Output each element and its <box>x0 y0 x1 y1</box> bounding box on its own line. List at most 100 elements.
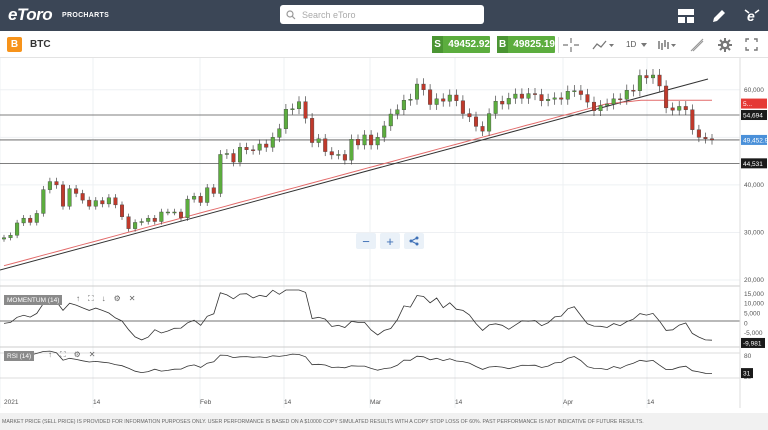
momentum-label[interactable]: MOMENTUM (14) <box>4 295 63 305</box>
drawing-tools-icon[interactable] <box>690 37 704 52</box>
candle[interactable] <box>637 75 642 91</box>
interval-select[interactable]: 1D <box>626 37 648 52</box>
buy-button[interactable]: B 49825.19 <box>497 36 555 53</box>
layout-icon[interactable] <box>676 6 696 26</box>
candle[interactable] <box>296 101 302 110</box>
candle[interactable] <box>119 204 125 217</box>
close-icon[interactable]: ✕ <box>128 294 136 303</box>
candle[interactable] <box>342 154 347 161</box>
trendline[interactable] <box>0 78 709 271</box>
candle[interactable] <box>546 99 551 101</box>
candle[interactable] <box>264 143 269 148</box>
candle[interactable] <box>585 94 590 103</box>
expand-icon[interactable]: ⛶ <box>60 350 66 359</box>
candle[interactable] <box>408 99 413 101</box>
candle[interactable] <box>205 187 210 203</box>
candle[interactable] <box>414 83 420 100</box>
candle[interactable] <box>74 188 79 194</box>
candle[interactable] <box>172 211 177 214</box>
candle[interactable] <box>401 100 406 110</box>
candle[interactable] <box>506 98 511 105</box>
candle[interactable] <box>473 116 479 127</box>
candle[interactable] <box>532 93 538 95</box>
candle[interactable] <box>395 109 400 115</box>
candle[interactable] <box>178 211 184 218</box>
candle[interactable] <box>631 90 636 92</box>
candle[interactable] <box>323 138 328 152</box>
candle[interactable] <box>159 211 164 222</box>
candle[interactable] <box>211 187 216 194</box>
candle[interactable] <box>421 83 426 90</box>
candle[interactable] <box>185 198 190 218</box>
candle[interactable] <box>369 134 374 146</box>
candle[interactable] <box>565 91 570 100</box>
candle[interactable] <box>500 100 505 105</box>
candle[interactable] <box>690 109 695 130</box>
candle[interactable] <box>146 217 151 222</box>
candle[interactable] <box>60 184 66 207</box>
candle[interactable] <box>460 100 465 114</box>
candle[interactable] <box>677 106 682 111</box>
arrow-down-icon[interactable]: ↓ <box>101 294 106 303</box>
candle[interactable] <box>644 75 649 79</box>
candle[interactable] <box>139 221 144 223</box>
zoom-out-button[interactable]: − <box>356 233 376 249</box>
candle[interactable] <box>388 113 393 127</box>
candle[interactable] <box>605 103 610 106</box>
candle[interactable] <box>382 125 387 138</box>
candle[interactable] <box>106 197 111 205</box>
candle[interactable] <box>650 74 656 79</box>
candle[interactable] <box>480 126 485 132</box>
candle[interactable] <box>224 153 229 155</box>
candle[interactable] <box>152 217 157 222</box>
search-input[interactable]: Search eToro <box>280 5 484 24</box>
candle[interactable] <box>8 235 13 238</box>
candle[interactable] <box>316 138 321 143</box>
gear-icon[interactable] <box>718 37 732 52</box>
candle[interactable] <box>454 94 459 101</box>
expand-icon[interactable]: ⛶ <box>88 294 94 303</box>
candle[interactable] <box>237 147 243 163</box>
candle[interactable] <box>696 129 701 138</box>
candle[interactable] <box>244 147 249 150</box>
crosshair-icon[interactable] <box>563 37 579 52</box>
candle[interactable] <box>591 101 597 111</box>
candle[interactable] <box>87 199 92 207</box>
candle[interactable] <box>329 151 334 156</box>
candle[interactable] <box>93 200 98 207</box>
candle[interactable] <box>526 93 531 99</box>
candle[interactable] <box>349 139 354 161</box>
candle[interactable] <box>578 90 583 95</box>
sell-button[interactable]: S 49452.92 <box>432 36 490 53</box>
candle[interactable] <box>133 222 138 229</box>
candle[interactable] <box>441 98 446 102</box>
candle[interactable] <box>283 109 288 129</box>
candle[interactable] <box>80 193 85 201</box>
candle[interactable] <box>539 94 544 101</box>
candle[interactable] <box>290 108 295 110</box>
candle[interactable] <box>15 222 20 236</box>
arrow-up-icon[interactable]: ↑ <box>76 294 80 303</box>
candle[interactable] <box>428 89 433 105</box>
candle[interactable] <box>487 113 492 132</box>
candle[interactable] <box>126 216 131 229</box>
candle[interactable] <box>519 93 524 99</box>
candle[interactable] <box>467 113 472 118</box>
candle[interactable] <box>624 90 629 100</box>
candle[interactable] <box>41 189 46 214</box>
gear-icon[interactable]: ⚙ <box>73 350 81 359</box>
candle[interactable] <box>231 153 236 163</box>
candle[interactable] <box>310 118 315 143</box>
candle[interactable] <box>657 74 662 87</box>
etoro-logo[interactable]: eToro <box>8 5 53 24</box>
candle[interactable] <box>257 143 262 151</box>
candle[interactable] <box>572 90 577 92</box>
candle[interactable] <box>703 137 708 139</box>
candle[interactable] <box>54 181 59 186</box>
candle[interactable] <box>447 94 452 102</box>
candle[interactable] <box>21 217 26 224</box>
chart-type-icon[interactable] <box>592 37 614 52</box>
candle[interactable] <box>664 85 669 109</box>
candle[interactable] <box>270 137 275 148</box>
pencil-icon[interactable] <box>709 6 729 26</box>
